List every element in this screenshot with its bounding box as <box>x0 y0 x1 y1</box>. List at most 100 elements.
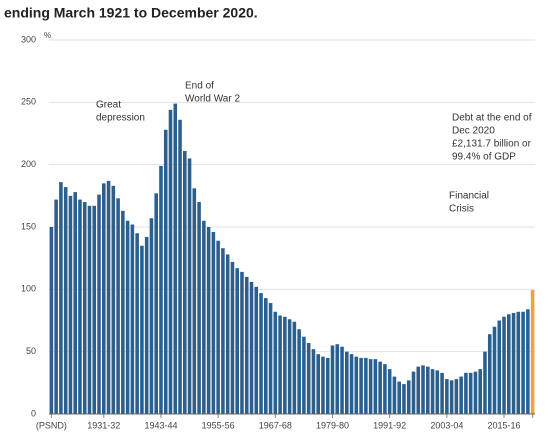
bar <box>387 369 392 414</box>
bar <box>259 293 263 414</box>
annotation: Financial <box>449 191 489 202</box>
bar <box>397 381 401 414</box>
x-tick-label: 1991-92 <box>373 420 406 430</box>
bar <box>373 359 378 414</box>
x-tick-label: 1955-56 <box>202 420 235 430</box>
bar <box>511 313 516 414</box>
bar <box>68 195 73 414</box>
bar <box>173 103 178 414</box>
bar <box>378 361 382 414</box>
bar <box>287 319 292 414</box>
bar <box>411 371 416 414</box>
bar <box>330 345 335 414</box>
bar <box>430 369 435 414</box>
y-tick-label: 0 <box>31 408 36 418</box>
annotation: End of <box>185 81 214 92</box>
bar <box>492 326 497 414</box>
bar <box>292 321 297 414</box>
bar <box>116 198 120 414</box>
bar <box>130 224 135 414</box>
bar <box>349 354 354 414</box>
bar <box>244 276 249 414</box>
bar <box>82 202 87 414</box>
bar <box>454 379 459 414</box>
bar <box>354 356 359 414</box>
bar <box>230 261 235 414</box>
x-tick-label: 2015-16 <box>488 420 521 430</box>
bar <box>283 316 287 414</box>
bar <box>516 311 521 414</box>
bar <box>521 311 525 414</box>
bar <box>502 316 506 414</box>
bar <box>216 240 220 414</box>
bar <box>225 254 230 414</box>
annotation: 99.4% of GDP <box>452 152 516 163</box>
bar <box>364 357 368 414</box>
bar <box>92 205 97 414</box>
bar <box>311 349 316 414</box>
bar <box>406 380 411 414</box>
bar <box>140 245 144 414</box>
y-tick-label: 50 <box>26 346 36 356</box>
bar <box>240 271 244 414</box>
bar <box>249 281 254 414</box>
bar <box>54 199 58 414</box>
x-tick-label: 1943-44 <box>144 420 177 430</box>
bar <box>297 329 301 414</box>
bar <box>273 311 278 414</box>
bar <box>102 183 106 414</box>
bar <box>530 290 535 414</box>
x-tick-label: 1931-32 <box>87 420 120 430</box>
bar <box>402 384 406 414</box>
x-tick-label: 1979-80 <box>316 420 349 430</box>
bar <box>426 366 430 414</box>
y-tick-label: 100 <box>21 284 36 294</box>
bar <box>87 205 92 414</box>
bar <box>135 233 139 414</box>
bar <box>340 346 344 414</box>
bar <box>49 227 54 414</box>
annotation: Crisis <box>449 204 474 215</box>
annotation: Great <box>96 100 121 111</box>
bar <box>464 372 468 414</box>
bar <box>97 194 101 414</box>
bar <box>78 199 82 414</box>
bar <box>459 376 463 414</box>
bar <box>345 351 349 414</box>
bar <box>206 227 211 414</box>
bar <box>163 129 168 414</box>
bar <box>478 369 482 414</box>
bar <box>507 314 511 414</box>
bar <box>111 185 116 414</box>
bar <box>144 236 149 414</box>
bar <box>325 357 330 414</box>
bar <box>159 165 163 414</box>
bar <box>302 336 306 414</box>
bar <box>435 370 440 414</box>
bar <box>383 364 387 414</box>
bar <box>168 109 173 415</box>
bar <box>392 376 397 414</box>
y-unit: % <box>44 31 51 40</box>
bar <box>449 380 454 414</box>
annotation: World War 2 <box>185 94 240 105</box>
bar <box>473 371 478 414</box>
annotation: Debt at the end of <box>452 113 532 124</box>
x-tick-label: (PSND) <box>36 420 67 430</box>
bar <box>192 188 197 414</box>
bar <box>268 303 273 414</box>
y-tick-label: 200 <box>21 159 36 169</box>
bar <box>125 220 130 414</box>
bar <box>440 372 444 414</box>
y-tick-label: 150 <box>21 221 36 231</box>
y-tick-label: 250 <box>21 97 36 107</box>
bar <box>468 372 473 414</box>
annotation: depression <box>96 113 145 124</box>
bar <box>483 351 487 414</box>
bar <box>306 342 311 414</box>
bar <box>335 344 340 414</box>
bar <box>187 158 192 414</box>
y-tick-label: 300 <box>21 34 36 44</box>
bar <box>316 354 320 414</box>
